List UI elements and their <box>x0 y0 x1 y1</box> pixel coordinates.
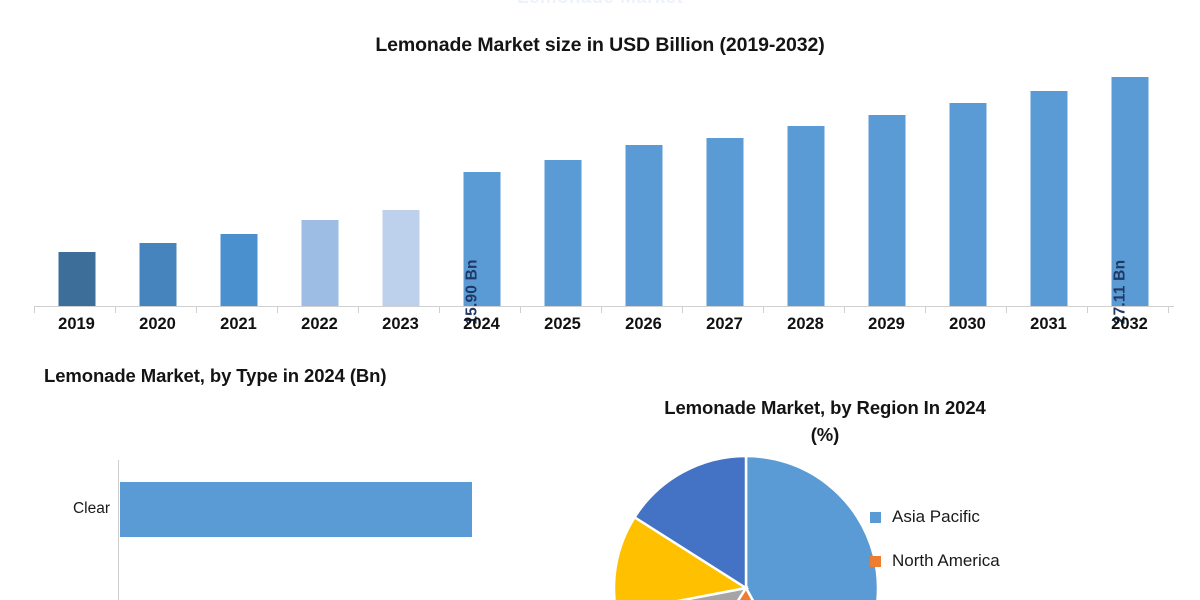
x-axis-tick <box>196 307 197 313</box>
main-chart-title: Lemonade Market size in USD Billion (201… <box>375 34 825 56</box>
bar <box>301 220 338 306</box>
bar-slot <box>117 48 198 306</box>
x-axis-tick <box>115 307 116 313</box>
x-axis-year-label: 2029 <box>868 315 905 333</box>
main-chart-x-axis <box>34 306 1174 307</box>
region-chart-title-line1: Lemonade Market, by Region In 2024 <box>664 397 986 418</box>
x-axis-year-label: 2026 <box>625 315 662 333</box>
x-axis-year-label: 2020 <box>139 315 176 333</box>
x-axis-tick <box>1087 307 1088 313</box>
bar <box>139 242 176 306</box>
bar <box>382 210 419 306</box>
market-size-bar-chart: Lemonade Market size in USD Billion (201… <box>0 18 1200 348</box>
x-axis-tick <box>844 307 845 313</box>
x-axis-year-label: 2023 <box>382 315 419 333</box>
bar-slot: 27.11 Bn <box>1089 48 1170 324</box>
x-axis-tick <box>763 307 764 313</box>
pie-slice <box>632 454 748 591</box>
bar-slot <box>522 48 603 306</box>
bar <box>706 138 743 306</box>
type-chart-y-axis <box>118 460 119 600</box>
bar <box>868 115 905 306</box>
x-axis-tick <box>34 307 35 313</box>
pie-svg <box>612 454 880 600</box>
clipped-top-heading-text: Lemonade Market <box>517 0 683 9</box>
bar-slot <box>603 48 684 306</box>
x-axis-tick <box>520 307 521 313</box>
x-axis-tick <box>358 307 359 313</box>
legend-item[interactable]: North America <box>870 539 1170 583</box>
main-chart-plot-area: 15.90 Bn 27.11 Bn <box>36 48 1171 325</box>
x-axis-tick <box>1168 307 1169 313</box>
bar-slot <box>927 48 1008 306</box>
bar-slot <box>684 48 765 306</box>
x-axis-year-label: 2022 <box>301 315 338 333</box>
legend-label: Asia Pacific <box>892 507 980 526</box>
bar-slot <box>360 48 441 306</box>
bar-slot <box>765 48 846 306</box>
pie-slice <box>736 585 755 600</box>
type-chart-title: Lemonade Market, by Type in 2024 (Bn) <box>44 365 387 386</box>
bar-slot <box>1008 48 1089 306</box>
bar <box>58 252 95 306</box>
legend-item[interactable]: Asia Pacific <box>870 495 1170 539</box>
legend-label: North America <box>892 551 1000 570</box>
bar: 27.11 Bn <box>1111 76 1148 324</box>
x-axis-year-label: 2031 <box>1030 315 1067 333</box>
type-bar <box>120 482 472 537</box>
type-category-label: Clear <box>72 500 110 517</box>
region-legend: Asia Pacific North America <box>870 495 1170 583</box>
region-pie-chart: Lemonade Market, by Region In 2024 (%) A… <box>565 355 1200 600</box>
legend-swatch-icon <box>870 511 881 523</box>
x-axis-year-label: 2024 <box>463 315 500 333</box>
pie-slice <box>744 454 880 600</box>
pie-graphic <box>611 453 881 600</box>
bar-slot <box>279 48 360 306</box>
x-axis-year-label: 2027 <box>706 315 743 333</box>
x-axis-year-label: 2032 <box>1111 315 1148 333</box>
x-axis-year-label: 2028 <box>787 315 824 333</box>
type-chart-plot-area: Clear <box>44 460 544 600</box>
bar-slot <box>846 48 927 306</box>
x-axis-tick <box>601 307 602 313</box>
x-axis-year-label: 2021 <box>220 315 257 333</box>
x-axis-year-label: 2019 <box>58 315 95 333</box>
bar-slot <box>198 48 279 306</box>
pie-slice <box>612 515 750 600</box>
bar: 15.90 Bn <box>463 171 500 325</box>
x-axis-tick <box>439 307 440 313</box>
region-chart-title-line2: (%) <box>810 423 840 445</box>
type-bar-chart: Lemonade Market, by Type in 2024 (Bn) Cl… <box>0 355 565 600</box>
bar <box>1030 91 1067 306</box>
bar-slot: 15.90 Bn <box>441 48 522 325</box>
region-chart-title: Lemonade Market, by Region In 2024 (%) <box>565 395 1085 449</box>
x-axis-year-label: 2030 <box>949 315 986 333</box>
legend-swatch-icon <box>870 555 881 567</box>
bar <box>787 126 824 306</box>
x-axis-year-label: 2025 <box>544 315 581 333</box>
bar <box>220 233 257 306</box>
x-axis-tick <box>682 307 683 313</box>
bar-slot <box>36 48 117 306</box>
bar <box>625 145 662 306</box>
bar <box>544 159 581 306</box>
x-axis-tick <box>277 307 278 313</box>
bar <box>949 103 986 306</box>
x-axis-tick <box>1006 307 1007 313</box>
clipped-top-heading: Lemonade Market <box>0 0 1200 18</box>
x-axis-tick <box>925 307 926 313</box>
